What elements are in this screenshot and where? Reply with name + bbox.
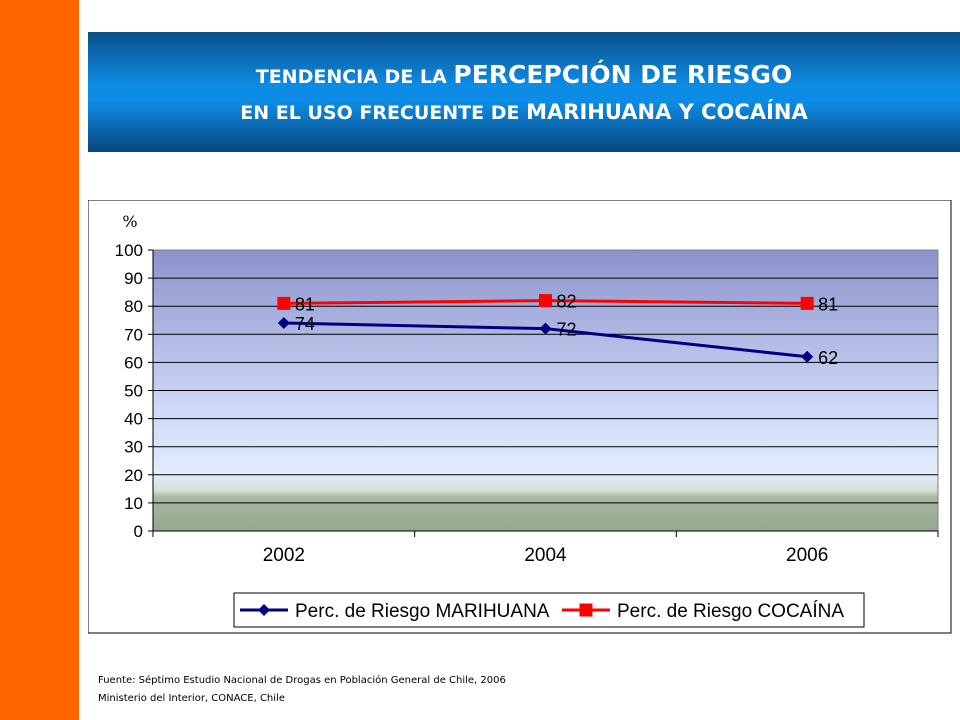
data-label-cocaina: 81 (818, 294, 838, 314)
source-line-2: Ministerio del Interior, CONACE, Chile (98, 693, 285, 704)
x-tick-label: 2002 (263, 545, 305, 566)
y-tick-label: 10 (124, 494, 143, 513)
y-axis-label: % (122, 212, 137, 231)
data-point-marihuana (277, 317, 290, 330)
legend-label-marihuana: Perc. de Riesgo MARIHUANA (295, 601, 550, 622)
y-tick-label: 50 (124, 382, 143, 401)
y-tick-label: 100 (115, 241, 143, 260)
title-line-1-big: PERCEPCIÓN DE RIESGO (453, 60, 793, 89)
data-label-cocaina: 82 (557, 292, 577, 312)
data-point-marihuana (539, 322, 552, 335)
title-line-2: EN EL USO FRECUENTE DE MARIHUANA Y COCAÍ… (88, 100, 960, 124)
data-point-cocaina (800, 296, 814, 310)
x-tick-label: 2004 (524, 545, 567, 566)
side-accent-bar (0, 0, 79, 720)
legend-label-cocaina: Perc. de Riesgo COCAÍNA (617, 601, 844, 622)
data-label-marihuana: 72 (557, 320, 577, 340)
y-tick-label: 20 (124, 466, 143, 485)
y-tick-label: 60 (124, 353, 143, 372)
legend-box (233, 592, 865, 628)
data-point-cocaina (277, 296, 291, 310)
y-tick-label: 0 (134, 522, 143, 541)
legend-marker-cocaina (579, 603, 593, 617)
title-line-2-small: EN EL USO FRECUENTE DE (240, 102, 520, 124)
chart-frame: 0 10 20 30 40 50 60 70 80 90 100% 2002 2004 2006 74 72… (88, 200, 952, 634)
title-line-1-small: TENDENCIA DE LA (255, 66, 447, 88)
data-label-marihuana: 74 (295, 314, 315, 334)
data-point-marihuana (801, 350, 814, 363)
data-point-cocaina (539, 294, 552, 308)
title-line-2-big: MARIHUANA Y COCAÍNA (526, 100, 808, 124)
data-label-cocaina: 81 (295, 294, 315, 314)
y-tick-label: 30 (124, 438, 143, 457)
line-chart: 0 10 20 30 40 50 60 70 80 90 100% 2002 2004 2006 74 72… (88, 200, 952, 634)
title-line-1: TENDENCIA DE LA PERCEPCIÓN DE RIESGO (88, 60, 960, 89)
source-line-1: Fuente: Séptimo Estudio Nacional de Drog… (98, 675, 506, 686)
y-tick-label: 80 (124, 297, 143, 316)
y-tick-label: 40 (124, 410, 143, 429)
legend-marker-marihuana (258, 604, 270, 616)
title-banner: TENDENCIA DE LA PERCEPCIÓN DE RIESGO EN … (88, 32, 960, 152)
y-tick-label: 90 (124, 269, 143, 288)
y-tick-label: 70 (124, 325, 143, 344)
x-tick-label: 2006 (786, 545, 828, 566)
data-label-marihuana: 62 (818, 348, 838, 368)
